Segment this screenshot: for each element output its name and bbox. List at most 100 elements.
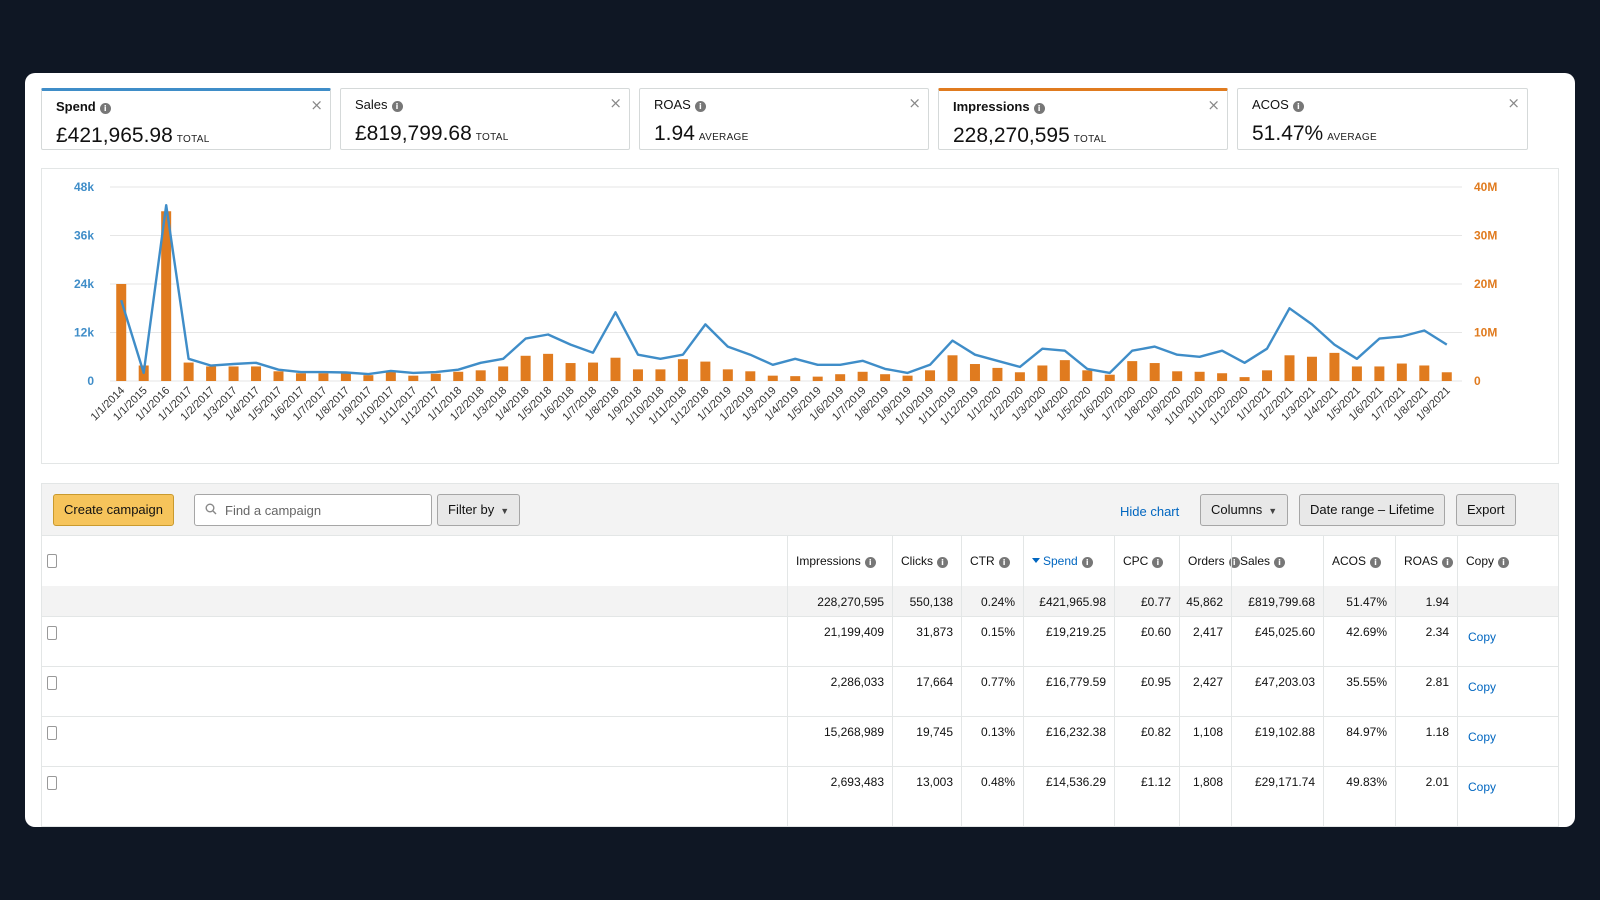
- column-header-sales[interactable]: Sales i: [1231, 536, 1323, 586]
- search-box[interactable]: [194, 494, 432, 526]
- cell-value: £14,536.29: [1045, 775, 1106, 789]
- column-header-orders[interactable]: Orders i: [1179, 536, 1240, 586]
- impressions-bar: [1329, 352, 1340, 381]
- column-header-label: Impressions: [796, 554, 861, 568]
- cell-value: £819,799.68: [1248, 595, 1315, 609]
- info-icon[interactable]: i: [1228, 557, 1240, 568]
- copy-link[interactable]: Copy: [1468, 680, 1497, 694]
- export-button[interactable]: Export: [1456, 494, 1516, 526]
- impressions-bar: [408, 375, 419, 381]
- info-icon[interactable]: i: [391, 101, 403, 112]
- info-icon[interactable]: i: [1152, 557, 1164, 568]
- hide-chart-link[interactable]: Hide chart: [1120, 504, 1180, 519]
- column-header-label: CTR: [970, 554, 995, 568]
- metric-card-impressions[interactable]: Impressions i 228,270,595 TOTAL ×: [938, 88, 1228, 150]
- filter-by-button[interactable]: Filter by ▼: [437, 494, 521, 526]
- copy-link[interactable]: Copy: [1468, 780, 1497, 794]
- column-header-spend[interactable]: Spend i: [1023, 536, 1114, 586]
- column-header-cpc[interactable]: CPC i: [1114, 536, 1179, 586]
- cell-value: 49.83%: [1346, 775, 1387, 789]
- cell-value: £16,232.38: [1045, 725, 1106, 739]
- column-header-ctr[interactable]: CTR i: [961, 536, 1023, 586]
- impressions-bar: [992, 367, 1003, 381]
- data-cell: 42.69%: [1323, 616, 1395, 666]
- totals-cell: £421,965.98: [1023, 586, 1114, 616]
- row-divider: [42, 666, 1558, 667]
- row-checkbox[interactable]: [47, 626, 57, 640]
- close-icon[interactable]: ×: [908, 94, 921, 112]
- spend-line: [120, 204, 1448, 376]
- row-divider: [42, 766, 1558, 767]
- create-campaign-button[interactable]: Create campaign: [53, 494, 174, 526]
- metric-card-spend[interactable]: Spend i £421,965.98 TOTAL ×: [41, 88, 331, 150]
- close-icon[interactable]: ×: [609, 94, 622, 112]
- table-row: 2,693,483 13,003 0.48% £14,536.29 £1.12 1,808…: [42, 766, 1558, 826]
- impressions-bar: [295, 373, 306, 381]
- impressions-bar: [520, 355, 531, 381]
- info-icon[interactable]: i: [1292, 101, 1304, 112]
- column-header-copy[interactable]: Copy i: [1457, 536, 1558, 586]
- totals-cell: 0.24%: [961, 586, 1023, 616]
- info-icon[interactable]: i: [1033, 103, 1045, 114]
- column-header-roas[interactable]: ROAS i: [1395, 536, 1457, 586]
- data-cell: £1.12: [1114, 766, 1179, 826]
- column-header-label: Sales: [1240, 554, 1271, 568]
- table-row: 15,268,989 19,745 0.13% £16,232.38 £0.82 1,10…: [42, 716, 1558, 766]
- cell-value: 550,138: [909, 595, 953, 609]
- info-icon[interactable]: i: [864, 557, 876, 568]
- right-axis-tick-label: 30M: [1474, 229, 1497, 243]
- data-cell: 0.15%: [961, 616, 1023, 666]
- info-icon[interactable]: i: [1442, 557, 1454, 568]
- cell-value: £16,779.59: [1045, 675, 1106, 689]
- info-icon[interactable]: i: [1498, 557, 1510, 568]
- close-icon[interactable]: ×: [310, 96, 323, 114]
- cell-value: £0.60: [1140, 625, 1171, 639]
- row-checkbox[interactable]: [47, 726, 57, 740]
- column-header-impressions[interactable]: Impressions i: [787, 536, 892, 586]
- right-axis-tick-label: 20M: [1474, 277, 1497, 291]
- data-cell: £19,102.88: [1231, 716, 1323, 766]
- performance-chart: 0 0 12k 10M 24k 20M 36k 30M 48k 40M 1/1/2014 1/1/20…: [41, 168, 1559, 464]
- cell-value: £47,203.03: [1254, 675, 1315, 689]
- search-input[interactable]: [225, 495, 425, 525]
- copy-link[interactable]: Copy: [1468, 630, 1497, 644]
- date-range-button[interactable]: Date range – Lifetime: [1299, 494, 1446, 526]
- info-icon[interactable]: i: [99, 103, 111, 114]
- select-all-checkbox[interactable]: [47, 554, 57, 568]
- row-checkbox[interactable]: [47, 776, 57, 790]
- impressions-bar: [1014, 372, 1025, 381]
- cell-value: 1,108: [1192, 725, 1223, 739]
- data-cell: £0.82: [1114, 716, 1179, 766]
- metric-card-acos[interactable]: ACOS i 51.47% AVERAGE ×: [1237, 88, 1528, 150]
- data-cell: 2.01: [1395, 766, 1457, 826]
- info-icon[interactable]: i: [998, 557, 1010, 568]
- campaign-toolbar: Create campaign Filter by ▼ Hide chart Co…: [41, 483, 1559, 535]
- info-icon[interactable]: i: [1370, 557, 1382, 568]
- impressions-bar: [183, 362, 194, 381]
- info-icon[interactable]: i: [1274, 557, 1286, 568]
- metric-card-sales[interactable]: Sales i £819,799.68 TOTAL ×: [340, 88, 630, 150]
- column-header-acos[interactable]: ACOS i: [1323, 536, 1395, 586]
- totals-cell: 45,862: [1179, 586, 1231, 616]
- info-icon[interactable]: i: [694, 101, 706, 112]
- info-icon[interactable]: i: [937, 557, 948, 568]
- metric-card-roas[interactable]: ROAS i 1.94 AVERAGE ×: [639, 88, 929, 150]
- close-icon[interactable]: ×: [1507, 94, 1520, 112]
- metric-label: ACOS i: [1252, 97, 1304, 112]
- data-cell: £45,025.60: [1231, 616, 1323, 666]
- copy-link[interactable]: Copy: [1468, 730, 1497, 744]
- cell-value: £0.82: [1140, 725, 1171, 739]
- data-cell: 2,693,483: [787, 766, 892, 826]
- column-header-clicks[interactable]: Clicks i: [892, 536, 961, 586]
- data-cell: 21,199,409: [787, 616, 892, 666]
- data-cell: 0.13%: [961, 716, 1023, 766]
- cell-value: 84.97%: [1346, 725, 1387, 739]
- row-checkbox[interactable]: [47, 676, 57, 690]
- cell-value: 2,693,483: [830, 775, 884, 789]
- impressions-bar: [1419, 365, 1430, 381]
- cell-value: 2.34: [1425, 625, 1449, 639]
- column-header-label: ROAS: [1404, 554, 1439, 568]
- columns-button[interactable]: Columns ▼: [1200, 494, 1289, 526]
- info-icon[interactable]: i: [1081, 557, 1093, 568]
- close-icon[interactable]: ×: [1207, 96, 1220, 114]
